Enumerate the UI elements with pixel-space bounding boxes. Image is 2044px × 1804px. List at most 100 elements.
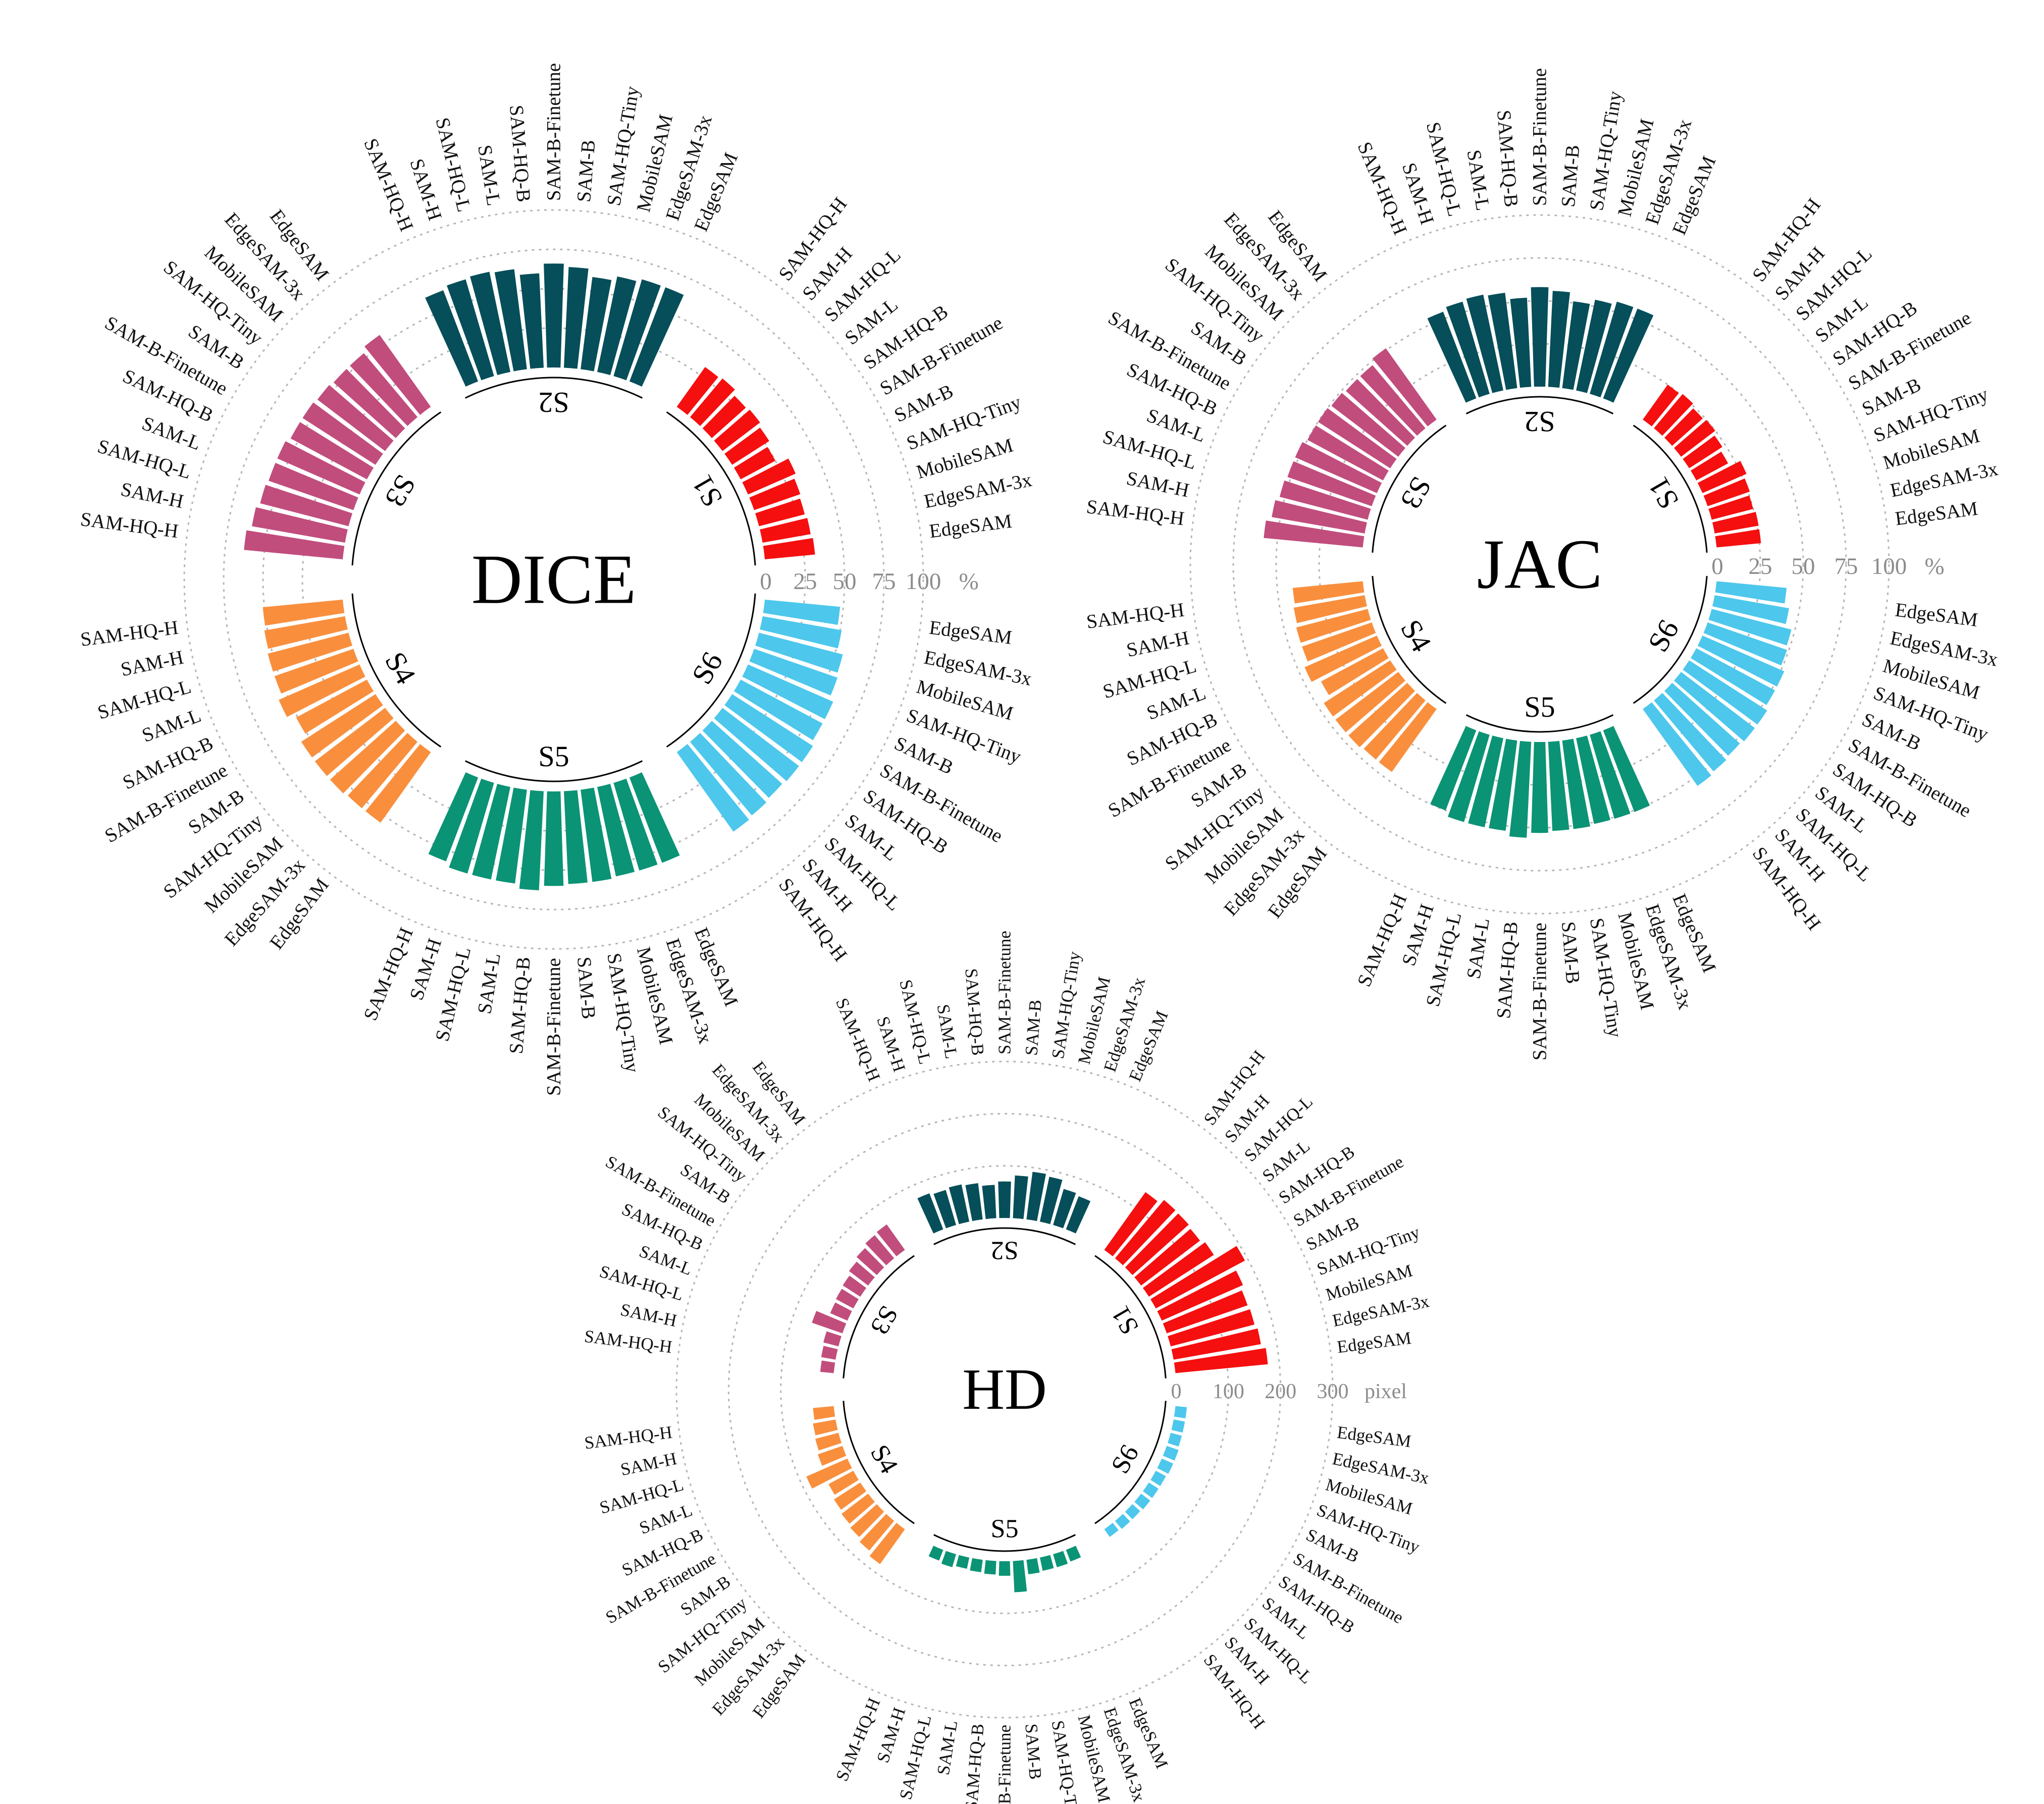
bar [813,1406,835,1420]
bar [315,708,394,776]
tick-label: 0 [1171,1380,1182,1403]
tick-label: 300 [1317,1380,1349,1403]
group-label: S4 [1394,614,1438,658]
bar [830,1302,852,1321]
bar [1603,308,1654,403]
grid-circle [223,248,885,911]
bar-label: SAM-HQ-H [832,995,884,1084]
bar [815,1432,842,1451]
bar [1548,740,1569,831]
grid-circle [1232,257,1847,872]
chart-title: DICE [471,541,637,619]
group-label: S1 [1106,1301,1144,1339]
bar [1039,1177,1063,1225]
group-label: S3 [1394,471,1438,515]
bar [1654,394,1693,436]
tick-label: 100 [1213,1380,1244,1403]
group-arc [666,411,756,566]
bar-label: EdgeSAM [928,617,1013,649]
bar [1150,1470,1166,1486]
bar [755,632,843,673]
bar [347,732,418,809]
group-S4: S4EdgeSAMEdgeSAM-3xMobileSAMSAM-HQ-TinyS… [79,593,442,953]
bar [264,616,348,649]
bar [1510,297,1532,388]
bar [949,1184,970,1225]
bar [260,485,352,526]
bar [317,385,394,451]
unit-label: % [1925,553,1945,579]
bar [1466,294,1503,393]
bar [1174,1406,1187,1419]
bar [917,1193,944,1234]
bar [843,1276,867,1297]
bar [581,277,612,372]
bar [1576,299,1612,393]
bar [1691,451,1728,481]
bar [733,447,775,480]
tick-label: 50 [833,568,857,595]
bar [519,273,544,369]
bar [1302,622,1376,662]
bar [472,783,510,880]
bar [1013,1560,1027,1593]
bar [1590,301,1634,398]
bar-label: SAM-HQ-B [505,104,535,203]
group-arc [1372,576,1447,704]
bar [755,498,805,526]
tick-label: 0 [1711,553,1723,579]
bar [742,664,833,719]
bar-label: SAM-HQ-B [1493,921,1522,1020]
bar [447,279,494,381]
group-label: S6 [1106,1440,1144,1478]
bar [1168,1309,1255,1347]
group-label: S5 [991,1514,1019,1543]
bar [842,1494,875,1524]
group-arc [1094,1401,1167,1524]
bar [1287,461,1376,506]
tick-label: 75 [872,568,896,595]
bar [1562,738,1591,829]
chart-1: S1 EdgeSAMEdgeSAM-3xMobileSAMSAM-HQ-TinyS… [1085,68,2000,1060]
bar [1712,595,1789,624]
bar [850,1504,884,1537]
bar [268,632,352,672]
bar [1360,365,1426,436]
bar [714,708,799,781]
bar [690,378,735,427]
bar-label: SAM-B-Finetune [1529,68,1551,206]
bar [1697,635,1785,687]
bar [252,507,348,543]
bar [813,1419,838,1436]
chart-title: HD [962,1357,1047,1422]
bar [1066,1546,1081,1562]
bar [724,694,813,762]
bar-label: SAM-B [1021,1723,1045,1780]
bar-label: SAM-B [1021,999,1045,1056]
bar-label: SAM-HQ-B [505,956,535,1055]
bar-label: EdgeSAM [1336,1328,1412,1357]
group-label: S3 [865,1301,904,1339]
bar [613,778,658,871]
bar [1703,478,1750,506]
bar [742,458,796,495]
bar [763,538,815,560]
bar [1053,1551,1068,1567]
bar [365,744,431,823]
bar [1603,726,1650,812]
bar-label: SAM-B-Finetune [543,63,565,201]
bar [763,599,841,625]
bar [330,721,405,793]
bar [544,791,564,886]
bar [941,1551,956,1567]
bar [865,1235,895,1265]
bar-label: SAM-HQ-H [583,1422,673,1453]
bar [1654,693,1726,772]
bar [856,1248,884,1276]
bar [1683,435,1722,468]
bar [928,1546,944,1561]
group-arc [843,1401,915,1524]
group-arc [843,1255,915,1378]
grid-circle [183,209,924,950]
